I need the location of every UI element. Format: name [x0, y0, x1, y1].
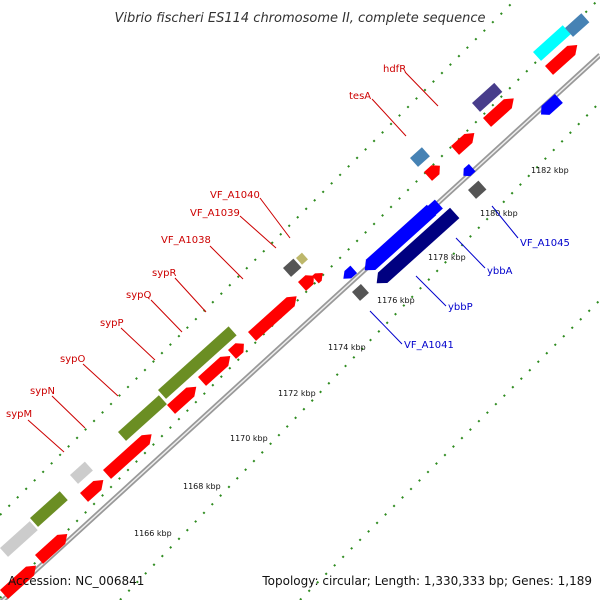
gene-bar [198, 356, 231, 386]
forward-labels: sypM sypN sypO sypP sypQ sypR VF_A1038 V… [6, 64, 439, 453]
gene-bar [545, 45, 578, 75]
tick-label: 1168 kbp [183, 482, 221, 491]
tick-label: 1166 kbp [134, 529, 172, 538]
gene-label-VF_A1040: VF_A1040 [210, 190, 260, 201]
gene-bar [35, 534, 68, 564]
gene-bar [248, 296, 297, 341]
summary-text: Topology: circular; Length: 1,330,333 bp… [261, 574, 592, 588]
gene-label-sypN: sypN [30, 386, 55, 397]
gene-bar [167, 386, 197, 414]
gene-bar [533, 25, 571, 61]
gene-bar [352, 283, 369, 301]
gene-bar [364, 204, 437, 271]
gene-bar [118, 395, 167, 441]
gene-bar [312, 273, 323, 284]
gene-label-sypO: sypO [60, 354, 85, 365]
gene-bar [70, 461, 93, 484]
reverse-labels: VF_A1041 ybbP ybbA VF_A1045 [369, 205, 570, 351]
gene-label-VF_A1045: VF_A1045 [520, 238, 570, 249]
gene-bar [298, 275, 314, 291]
gene-bar [296, 252, 308, 265]
gene-bar [468, 180, 487, 199]
gene-bar [565, 13, 590, 37]
forward-genes [0, 13, 590, 599]
gene-label-VF_A1039: VF_A1039 [190, 208, 240, 219]
gene-bar [0, 521, 38, 557]
gene-bar [80, 480, 104, 502]
tick-label: 1172 kbp [278, 389, 316, 398]
accession-text: Accession: NC_006841 [8, 574, 144, 588]
gene-label-VF_A1041: VF_A1041 [404, 340, 454, 351]
gene-bar [424, 199, 443, 218]
dot-row-outer-1 [0, 0, 517, 516]
tick-label: 1180 kbp [480, 209, 518, 218]
tick-label: 1176 kbp [377, 296, 415, 305]
gene-bar [376, 207, 460, 284]
gene-label-VF_A1038: VF_A1038 [161, 235, 211, 246]
map-title: Vibrio fischeri ES114 chromosome II, com… [114, 11, 485, 26]
gene-label-ybbA: ybbA [487, 266, 513, 277]
gene-bar [103, 434, 152, 479]
tick-label: 1170 kbp [230, 434, 268, 443]
gene-label-sypM: sypM [6, 409, 32, 420]
gene-label-ybbP: ybbP [448, 302, 473, 313]
gene-bar [0, 565, 36, 599]
reverse-genes [343, 93, 563, 301]
tick-label: 1178 kbp [428, 253, 466, 262]
gene-bar [451, 133, 475, 155]
gene-bar [283, 258, 302, 277]
gene-label-hdfR: hdfR [383, 64, 406, 75]
dot-row-inner [119, 101, 600, 600]
gene-bar [424, 165, 440, 181]
gene-bar [343, 265, 358, 279]
gene-label-sypQ: sypQ [126, 290, 151, 301]
gene-label-sypP: sypP [100, 318, 124, 329]
backbone [0, 53, 600, 600]
gene-bar [463, 163, 476, 177]
gene-bar [541, 93, 563, 115]
gene-bar [483, 98, 514, 127]
tick-labels: 1166 kbp 1168 kbp 1170 kbp 1172 kbp 1174… [134, 166, 569, 538]
gene-bar [158, 326, 237, 399]
gene-label-tesA: tesA [349, 91, 371, 102]
tick-label: 1182 kbp [531, 166, 569, 175]
gene-bar [410, 147, 430, 167]
gene-label-sypR: sypR [152, 268, 176, 279]
gene-bar [228, 343, 244, 359]
gene-bar [472, 82, 503, 112]
gene-bar [30, 491, 68, 527]
tick-label: 1174 kbp [328, 343, 366, 352]
